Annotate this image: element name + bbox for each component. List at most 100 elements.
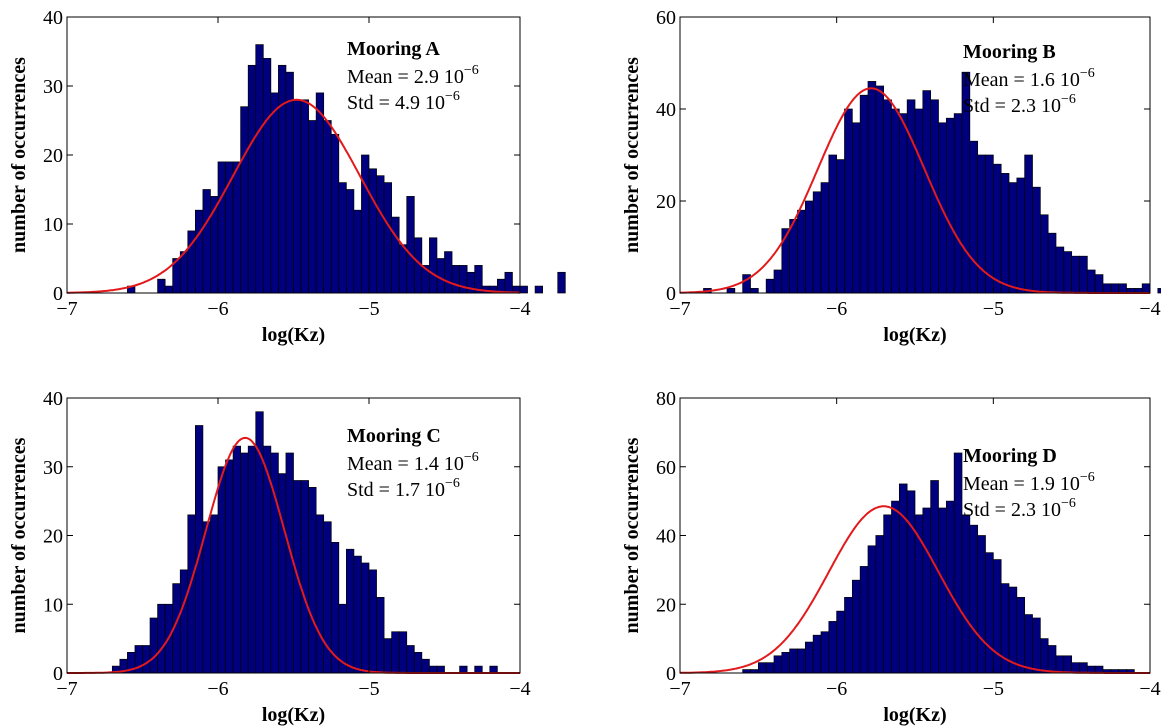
annotation-mean-exponent: −6 bbox=[464, 450, 479, 465]
annotation-title: Mooring C bbox=[347, 425, 441, 447]
bar bbox=[1071, 255, 1080, 294]
bar bbox=[898, 483, 908, 674]
bar bbox=[421, 658, 430, 674]
bar bbox=[232, 445, 242, 674]
bar bbox=[804, 641, 814, 674]
y-axis-label: number of occurrences bbox=[8, 57, 30, 253]
bar bbox=[1032, 617, 1041, 674]
bar bbox=[726, 288, 736, 294]
bar bbox=[977, 535, 986, 674]
bar bbox=[985, 552, 994, 674]
y-tick-label: 0 bbox=[53, 663, 63, 685]
bar bbox=[142, 645, 151, 674]
bar bbox=[179, 569, 189, 674]
bar bbox=[1063, 251, 1073, 294]
bar bbox=[1047, 232, 1057, 294]
bar bbox=[429, 237, 438, 294]
x-tick-label: −6 bbox=[826, 298, 847, 320]
y-tick-label: 40 bbox=[43, 388, 63, 410]
bar bbox=[1102, 283, 1112, 294]
bars bbox=[742, 452, 1135, 674]
y-tick-label: 10 bbox=[43, 214, 63, 236]
bar bbox=[789, 219, 798, 294]
bar bbox=[225, 459, 234, 674]
bar bbox=[157, 278, 166, 294]
bar bbox=[828, 154, 838, 294]
bar bbox=[436, 665, 445, 674]
x-tick-label: −6 bbox=[826, 678, 847, 700]
bar bbox=[1016, 177, 1026, 294]
bar bbox=[836, 159, 845, 294]
bar bbox=[474, 665, 483, 674]
bar bbox=[891, 500, 900, 674]
bar bbox=[797, 209, 806, 294]
bar bbox=[1032, 186, 1041, 294]
bar bbox=[789, 648, 798, 674]
bar bbox=[300, 480, 309, 674]
bar bbox=[797, 648, 806, 674]
bar bbox=[883, 99, 892, 294]
bar bbox=[1016, 597, 1026, 674]
bar bbox=[945, 117, 955, 294]
y-axis-label: number of occurrences bbox=[8, 437, 30, 633]
bar bbox=[750, 288, 759, 294]
x-tick-label: −5 bbox=[358, 298, 379, 320]
y-tick-label: 30 bbox=[43, 457, 63, 479]
bar bbox=[406, 645, 415, 674]
bar bbox=[1055, 655, 1065, 674]
bar bbox=[812, 191, 822, 294]
bar bbox=[217, 161, 226, 294]
bar bbox=[330, 133, 340, 294]
bar bbox=[1118, 283, 1127, 294]
annotation-mean: Mean = 1.6 10−6 bbox=[963, 66, 1095, 91]
y-tick-label: 20 bbox=[656, 191, 676, 213]
bar bbox=[1024, 154, 1033, 294]
annotation-std-exponent: −6 bbox=[1061, 496, 1076, 511]
bar bbox=[836, 610, 845, 674]
annotation-mean-exponent: −6 bbox=[464, 63, 479, 78]
bar bbox=[278, 64, 287, 294]
bar bbox=[346, 548, 355, 674]
bar bbox=[444, 251, 453, 294]
bar bbox=[906, 490, 916, 674]
bar bbox=[851, 122, 861, 294]
bar bbox=[262, 58, 272, 294]
bar bbox=[969, 140, 979, 294]
bar bbox=[930, 480, 939, 674]
bar bbox=[217, 466, 226, 674]
y-tick-label: 60 bbox=[656, 7, 676, 29]
bar bbox=[1094, 274, 1104, 294]
x-tick-label: −7 bbox=[669, 678, 690, 700]
bar bbox=[875, 85, 885, 294]
bar bbox=[270, 92, 279, 294]
x-tick-label: −4 bbox=[509, 298, 530, 320]
x-axis-label: log(Kz) bbox=[262, 324, 325, 346]
y-tick-label: 20 bbox=[43, 145, 63, 167]
bar bbox=[812, 634, 822, 674]
bar bbox=[969, 524, 979, 674]
bar bbox=[285, 452, 294, 674]
bar bbox=[157, 603, 166, 674]
x-tick-label: −6 bbox=[207, 678, 228, 700]
bar bbox=[323, 120, 332, 294]
x-tick-label: −4 bbox=[509, 678, 530, 700]
bar bbox=[240, 452, 249, 674]
bar bbox=[883, 514, 892, 674]
bar bbox=[489, 665, 498, 674]
chart-panel-d: −7 −6 −5 −4 0 20 40 60 80 log(Kz) number of occurr… bbox=[621, 388, 1161, 726]
bar bbox=[1141, 283, 1151, 294]
bar bbox=[1086, 269, 1096, 294]
x-tick-label: −6 bbox=[207, 298, 228, 320]
bar bbox=[534, 285, 543, 294]
y-tick-label: 0 bbox=[53, 283, 63, 305]
bar bbox=[391, 631, 400, 674]
bar bbox=[804, 200, 814, 294]
bar bbox=[557, 271, 566, 294]
bar bbox=[820, 631, 830, 674]
bar bbox=[285, 71, 294, 294]
x-tick-label: −4 bbox=[1139, 678, 1160, 700]
bar bbox=[247, 64, 257, 294]
bar bbox=[875, 535, 885, 674]
bar bbox=[164, 285, 174, 294]
